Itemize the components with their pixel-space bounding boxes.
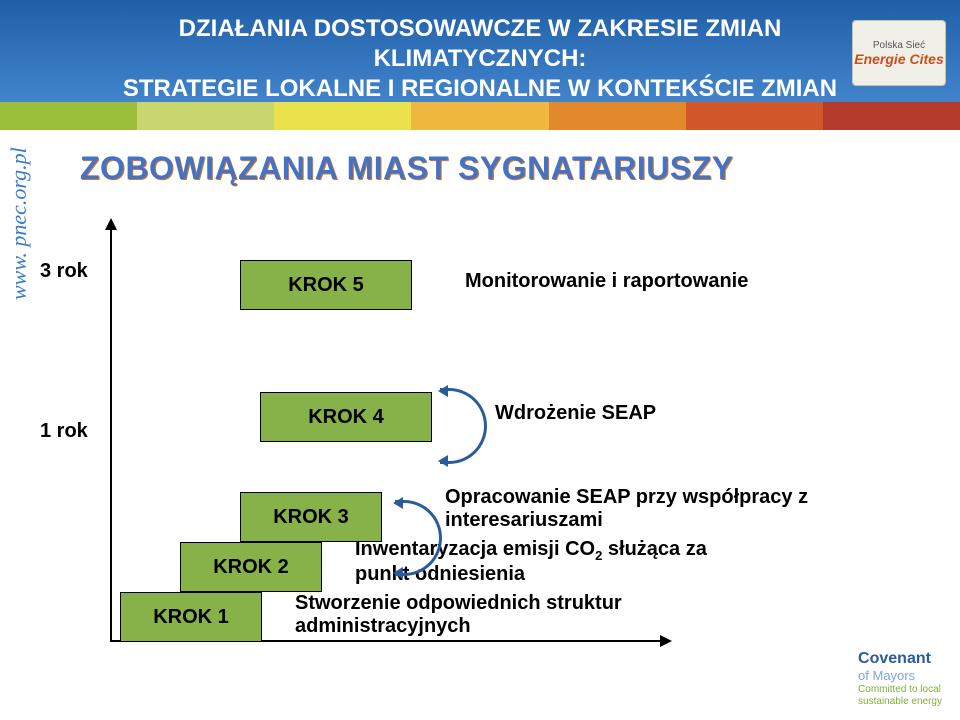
footer-l3: Committed to local (858, 684, 942, 696)
footer-l2: of Mayors (858, 668, 942, 684)
step-label-3: Opracowanie SEAP przy współpracy z inter… (445, 486, 825, 532)
step-label-4: Wdrożenie SEAP (495, 402, 875, 425)
footer-l4: sustainable energy (858, 696, 942, 708)
footer-logo: Covenant of Mayors Committed to local su… (858, 649, 942, 708)
header-line3: STRATEGIE LOKALNE I REGIONALNE W KONTEKŚ… (123, 75, 837, 102)
subtitle: ZOBOWIĄZANIA MIAST SYGNATARIUSZY (80, 150, 734, 187)
side-url: www. pnec.org.pl (6, 147, 32, 300)
badge-logo: Polska Sieć Energie Cites (852, 20, 946, 86)
diagram: 3 rok 1 rok KROK 1Stworzenie odpowiednic… (50, 220, 920, 670)
color-stripe (0, 102, 960, 130)
step-label-1: Stworzenie odpowiednich struktur adminis… (295, 592, 675, 638)
header-title: DZIAŁANIA DOSTOSOWAWCZE W ZAKRESIE ZMIAN… (0, 0, 960, 104)
header: DZIAŁANIA DOSTOSOWAWCZE W ZAKRESIE ZMIAN… (0, 0, 960, 130)
axis-vertical (110, 220, 112, 640)
step-label-5: Monitorowanie i raportowanie (465, 270, 845, 293)
step-box-2: KROK 2 (180, 542, 322, 592)
year-3: 3 rok (40, 260, 88, 283)
header-line2: KLIMATYCZNYCH: (374, 45, 587, 72)
step-box-1: KROK 1 (120, 592, 262, 642)
footer-l1: Covenant (858, 649, 942, 668)
badge-top: Polska Sieć (873, 40, 925, 51)
cycle-arrow-2 (440, 388, 487, 464)
header-line1: DZIAŁANIA DOSTOSOWAWCZE W ZAKRESIE ZMIAN (179, 15, 782, 42)
badge-main: Energie Cites (854, 51, 943, 67)
step-box-3: KROK 3 (240, 492, 382, 542)
year-1: 1 rok (40, 420, 88, 443)
step-box-4: KROK 4 (260, 392, 432, 442)
step-box-5: KROK 5 (240, 260, 412, 310)
